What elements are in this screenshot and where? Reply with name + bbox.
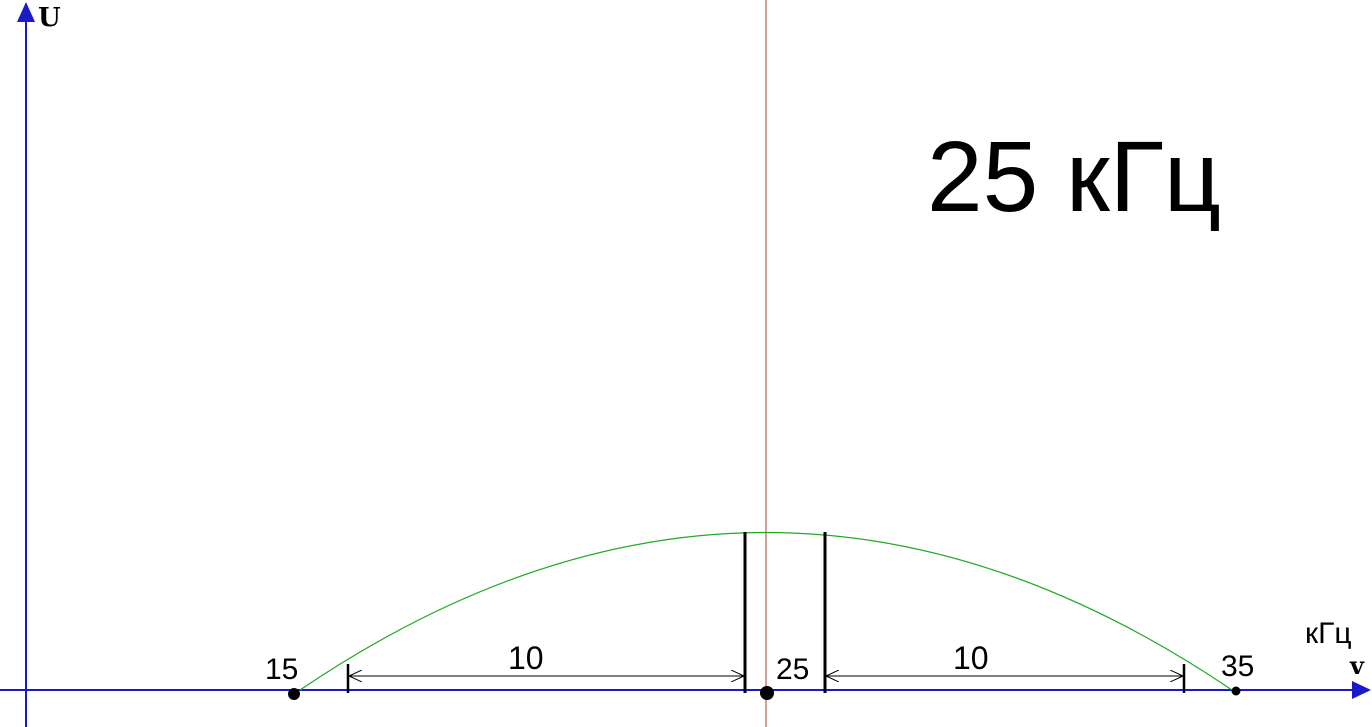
y-axis-label: U <box>38 3 61 33</box>
x-axis-arrow-icon <box>1352 681 1371 699</box>
left-freq-label: 15 <box>265 653 298 686</box>
y-axis-arrow-icon <box>17 2 35 22</box>
right-freq-point <box>1231 686 1241 696</box>
left-freq-point <box>288 688 300 700</box>
left-span-label: 10 <box>508 640 544 676</box>
page-title: 25 кГц <box>927 121 1221 233</box>
right-freq-label: 35 <box>1221 650 1254 683</box>
x-axis-unit: кГц <box>1305 617 1352 650</box>
spectrum-curve <box>299 532 1233 691</box>
center-freq-label: 25 <box>776 653 809 686</box>
x-axis-label: v <box>1349 651 1365 680</box>
right-span-label: 10 <box>953 640 989 676</box>
center-freq-point <box>760 686 774 700</box>
